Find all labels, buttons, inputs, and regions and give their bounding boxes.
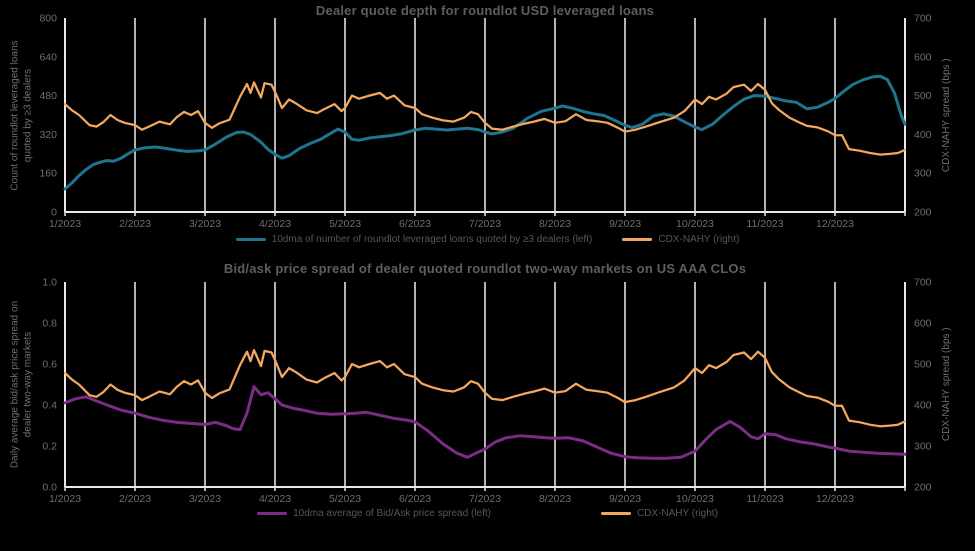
legend-item: 10dma average of Bid/Ask price spread (l… <box>257 508 491 519</box>
x-tick-label: 7/2023 <box>469 493 501 505</box>
orange-line-swatch <box>600 512 631 515</box>
y-tick-label: 480 <box>39 90 57 102</box>
x-tick-label: 12/2023 <box>816 218 854 230</box>
y-tick-label: 0.0 <box>42 482 57 494</box>
x-tick-label: 12/2023 <box>816 493 854 505</box>
series-line-left <box>63 74 907 191</box>
x-tick-label: 8/2023 <box>539 218 571 230</box>
series-line-right <box>63 81 907 156</box>
legend-label: 10dma of number of roundlot leveraged lo… <box>271 234 593 245</box>
x-tick-label: 10/2023 <box>676 218 714 230</box>
y-tick-label: 0 <box>51 207 57 219</box>
x-tick-label: 4/2023 <box>259 218 291 230</box>
y-tick-label: 320 <box>39 129 57 141</box>
x-tick-label: 6/2023 <box>399 218 431 230</box>
x-tick-label: 3/2023 <box>189 218 221 230</box>
x-tick-label: 4/2023 <box>259 493 291 505</box>
y-tick-label: 700 <box>914 13 932 25</box>
top-chart-title: Dealer quote depth for roundlot USD leve… <box>315 3 655 18</box>
x-tick-label: 1/2023 <box>49 218 81 230</box>
y-tick-label: 800 <box>39 13 57 25</box>
x-tick-label: 5/2023 <box>329 218 361 230</box>
y-tick-label: 200 <box>914 482 932 494</box>
series-line-right <box>63 348 907 428</box>
bottom-chart-legend: 10dma average of Bid/Ask price spread (l… <box>0 508 975 519</box>
y-tick-label: 700 <box>914 277 932 289</box>
purple-line-swatch <box>257 512 288 515</box>
x-tick-label: 10/2023 <box>676 493 714 505</box>
legend-label: CDX-NAHY (right) <box>658 234 740 245</box>
legend-label: CDX-NAHY (right) <box>636 508 718 519</box>
y-tick-label: 160 <box>39 168 57 180</box>
legend-item: 10dma of number of roundlot leveraged lo… <box>235 234 593 245</box>
y-tick-label: 400 <box>914 129 932 141</box>
y-tick-label: 0.8 <box>42 318 57 330</box>
orange-line-swatch <box>622 238 653 241</box>
legend-label: 10dma average of Bid/Ask price spread (l… <box>293 508 491 519</box>
y-tick-label: 0.2 <box>42 441 57 453</box>
x-tick-label: 9/2023 <box>609 218 641 230</box>
y-tick-label: 500 <box>914 90 932 102</box>
y-tick-label: 640 <box>39 51 57 63</box>
x-tick-label: 2/2023 <box>119 493 151 505</box>
x-tick-label: 9/2023 <box>609 493 641 505</box>
x-tick-label: 5/2023 <box>329 493 361 505</box>
y-tick-label: 0.4 <box>42 400 57 412</box>
x-tick-label: 6/2023 <box>399 493 431 505</box>
top-chart-plot: 1/2023 2/2023 3/2023 4/2023 5/2023 6/2023 7/20… <box>39 13 932 231</box>
x-tick-label: 11/2023 <box>746 493 783 505</box>
x-tick-label: 11/2023 <box>746 218 783 230</box>
y-tick-label: 200 <box>914 207 932 219</box>
teal-line-swatch <box>235 238 266 241</box>
legend-item: CDX-NAHY (right) <box>600 508 718 519</box>
y-tick-label: 300 <box>914 168 932 180</box>
legend-item: CDX-NAHY (right) <box>622 234 739 245</box>
y-tick-label: 600 <box>914 318 932 330</box>
y-tick-label: 500 <box>914 359 932 371</box>
x-tick-label: 8/2023 <box>539 493 571 505</box>
x-tick-label: 1/2023 <box>49 493 81 505</box>
x-tick-label: 2/2023 <box>119 218 151 230</box>
y-tick-label: 300 <box>914 441 932 453</box>
x-tick-label: 7/2023 <box>469 218 501 230</box>
x-tick-label: 3/2023 <box>189 493 221 505</box>
series-line-left <box>63 385 907 460</box>
y-tick-label: 1.0 <box>42 277 57 289</box>
top-chart-legend: 10dma of number of roundlot leveraged lo… <box>0 234 975 245</box>
y-tick-label: 0.6 <box>42 359 57 371</box>
bottom-chart-title: Bid/ask price spread of dealer quoted ro… <box>223 261 747 276</box>
y-tick-label: 400 <box>914 400 932 412</box>
y-tick-label: 600 <box>914 51 932 63</box>
bottom-chart-plot: 1/2023 2/2023 3/2023 4/2023 5/2023 6/2023 7/20… <box>42 277 932 506</box>
